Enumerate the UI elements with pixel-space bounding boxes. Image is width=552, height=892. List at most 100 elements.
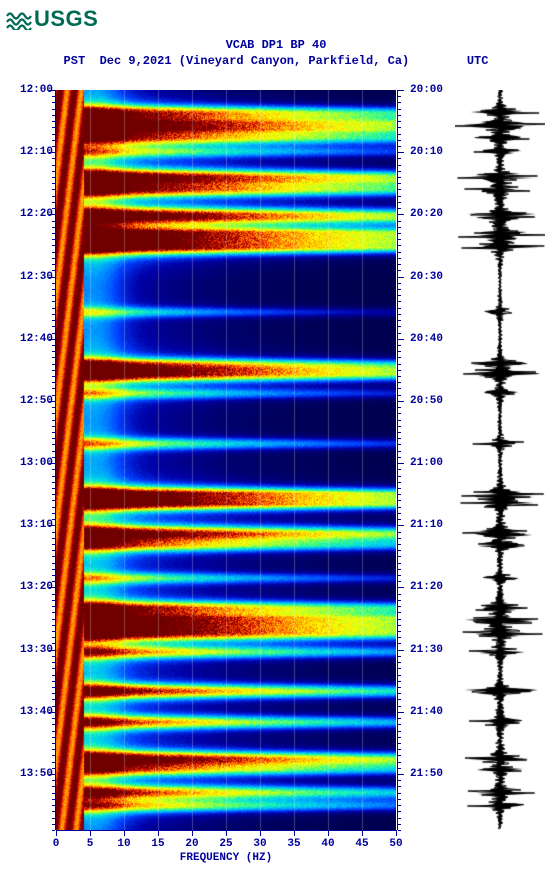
tz-left-label: PST [64, 54, 86, 68]
x-tick [396, 830, 397, 836]
tick-mark [398, 463, 404, 464]
x-tick-label: 25 [219, 838, 232, 850]
x-tick [56, 830, 57, 836]
minor-tick [398, 780, 401, 781]
tick-mark [49, 277, 55, 278]
minor-tick [398, 824, 401, 825]
minor-tick [398, 619, 401, 620]
minor-tick [398, 301, 401, 302]
usgs-logo: USGS [6, 6, 98, 32]
minor-tick [398, 699, 401, 700]
minor-tick [52, 544, 55, 545]
minor-tick [398, 488, 401, 489]
minor-tick [52, 513, 55, 514]
minor-tick [52, 631, 55, 632]
minor-tick [398, 575, 401, 576]
minor-tick [398, 96, 401, 97]
minor-tick [398, 326, 401, 327]
minor-tick [398, 388, 401, 389]
x-tick-label: 5 [87, 838, 94, 850]
utc-tick-label: 21:30 [410, 644, 443, 656]
minor-tick [52, 780, 55, 781]
minor-tick [52, 314, 55, 315]
minor-tick [398, 687, 401, 688]
x-tick-label: 15 [151, 838, 164, 850]
minor-tick [398, 426, 401, 427]
minor-tick [398, 395, 401, 396]
chart-title: VCAB DP1 BP 40 [0, 38, 552, 52]
minor-tick [398, 668, 401, 669]
tick-mark [49, 650, 55, 651]
minor-tick [398, 177, 401, 178]
minor-tick [398, 134, 401, 135]
minor-tick [398, 513, 401, 514]
tick-mark [398, 712, 404, 713]
minor-tick [398, 109, 401, 110]
utc-tick-label: 20:20 [410, 208, 443, 220]
minor-tick [52, 451, 55, 452]
minor-tick [52, 388, 55, 389]
minor-tick [52, 482, 55, 483]
logo-text: USGS [34, 6, 98, 32]
x-tick-label: 30 [253, 838, 266, 850]
x-axis-label: FREQUENCY (HZ) [56, 852, 396, 864]
minor-tick [52, 158, 55, 159]
minor-tick [398, 681, 401, 682]
minor-tick [52, 252, 55, 253]
date-label: Dec 9,2021 [100, 54, 172, 68]
minor-tick [398, 793, 401, 794]
tz-right-label: UTC [467, 54, 489, 68]
minor-tick [52, 699, 55, 700]
minor-tick [52, 413, 55, 414]
minor-tick [398, 451, 401, 452]
x-tick-label: 50 [389, 838, 402, 850]
tick-mark [398, 214, 404, 215]
minor-tick [398, 140, 401, 141]
minor-tick [398, 270, 401, 271]
minor-tick [398, 631, 401, 632]
minor-tick [398, 158, 401, 159]
minor-tick [398, 768, 401, 769]
minor-tick [52, 538, 55, 539]
tick-mark [49, 463, 55, 464]
minor-tick [52, 258, 55, 259]
minor-tick [398, 413, 401, 414]
minor-tick [52, 668, 55, 669]
x-tick [328, 830, 329, 836]
minor-tick [52, 637, 55, 638]
minor-tick [52, 619, 55, 620]
minor-tick [52, 500, 55, 501]
minor-tick [52, 283, 55, 284]
minor-tick [52, 407, 55, 408]
minor-tick [52, 221, 55, 222]
minor-tick [398, 357, 401, 358]
minor-tick [52, 115, 55, 116]
minor-tick [398, 432, 401, 433]
tick-mark [398, 650, 404, 651]
minor-tick [398, 171, 401, 172]
minor-tick [52, 345, 55, 346]
minor-tick [398, 811, 401, 812]
minor-tick [398, 202, 401, 203]
minor-tick [52, 656, 55, 657]
tick-mark [49, 774, 55, 775]
minor-tick [52, 208, 55, 209]
minor-tick [398, 258, 401, 259]
minor-tick [398, 376, 401, 377]
minor-tick [398, 637, 401, 638]
minor-tick [398, 724, 401, 725]
minor-tick [398, 494, 401, 495]
minor-tick [52, 301, 55, 302]
minor-tick [398, 818, 401, 819]
x-tick [294, 830, 295, 836]
utc-tick-label: 21:20 [410, 581, 443, 593]
x-tick [158, 830, 159, 836]
tick-mark [49, 401, 55, 402]
minor-tick [398, 382, 401, 383]
utc-tick-label: 21:10 [410, 519, 443, 531]
minor-tick [52, 612, 55, 613]
minor-tick [52, 127, 55, 128]
minor-tick [52, 662, 55, 663]
tick-mark [398, 401, 404, 402]
minor-tick [52, 264, 55, 265]
